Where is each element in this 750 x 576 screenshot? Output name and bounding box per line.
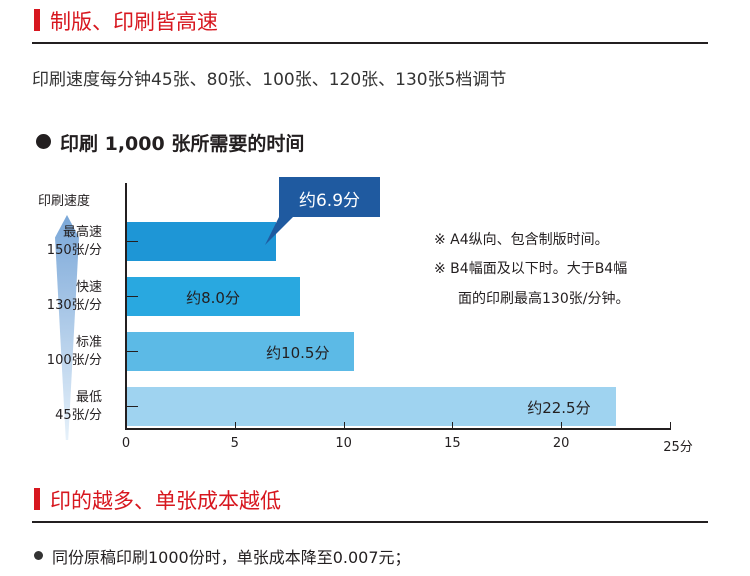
category-name: 快速 [75,280,102,295]
category-label: 快速 130张/分 [2,279,102,315]
category-speed: 130张/分 [46,298,102,313]
category-label: 最低 45张/分 [2,389,102,425]
y-tick [126,296,138,297]
category-label: 最高速 150张/分 [2,224,102,260]
bullet-icon [36,134,51,149]
x-tick-label: 10 [335,436,352,451]
bar-label: 约22.5分 [527,399,591,417]
category-speed: 100张/分 [46,353,102,368]
note-3: 面的印刷最高130张/分钟。 [458,291,630,307]
x-tick-label: 15 [444,436,461,451]
cost-bullet: 同份原稿印刷1000份时，单张成本降至0.007元； [52,548,411,567]
category-name: 最高速 [62,225,102,240]
bar [126,222,277,261]
callout [279,177,380,217]
section-marker [34,488,40,510]
chart-title: 印刷 1,000 张所需要的时间 [60,133,305,155]
bar [126,332,355,371]
divider [32,42,708,44]
y-axis-label: 印刷速度 [38,194,91,209]
x-tick-label: 25分 [663,440,693,455]
speed-description: 印刷速度每分钟45张、80张、100张、120张、130张5档调节 [32,70,507,90]
x-tick-label: 5 [230,436,239,451]
category-speed: 45张/分 [55,408,102,423]
bar-label: 约8.0分 [186,289,240,307]
x-tick-label: 20 [552,436,570,451]
bar-label: 约10.5分 [266,344,330,362]
category-label: 标准 100张/分 [2,334,102,370]
x-tick [343,422,345,429]
bar [126,387,616,426]
divider [32,521,708,523]
x-tick [561,422,563,429]
y-axis-line [125,183,127,430]
note-2: ※ B4幅面及以下时。大于B4幅 [434,261,628,277]
x-tick [234,422,236,429]
section-title: 制版、印刷皆高速 [50,10,218,34]
y-tick [126,351,138,352]
x-tick [452,422,454,429]
bullet-icon [34,551,43,560]
y-tick [126,241,138,242]
section-title: 印的越多、单张成本越低 [50,489,281,513]
x-tick-label: 0 [121,436,131,451]
bar [126,277,301,316]
x-axis-line [125,428,671,430]
note-1: ※ A4纵向、包含制版时间。 [434,232,609,248]
callout-label: 约6.9分 [298,191,361,211]
category-speed: 150张/分 [46,243,102,258]
category-name: 标准 [75,335,102,350]
section-marker [34,9,40,31]
category-name: 最低 [75,390,102,405]
y-tick [126,406,138,407]
x-tick [670,422,671,429]
